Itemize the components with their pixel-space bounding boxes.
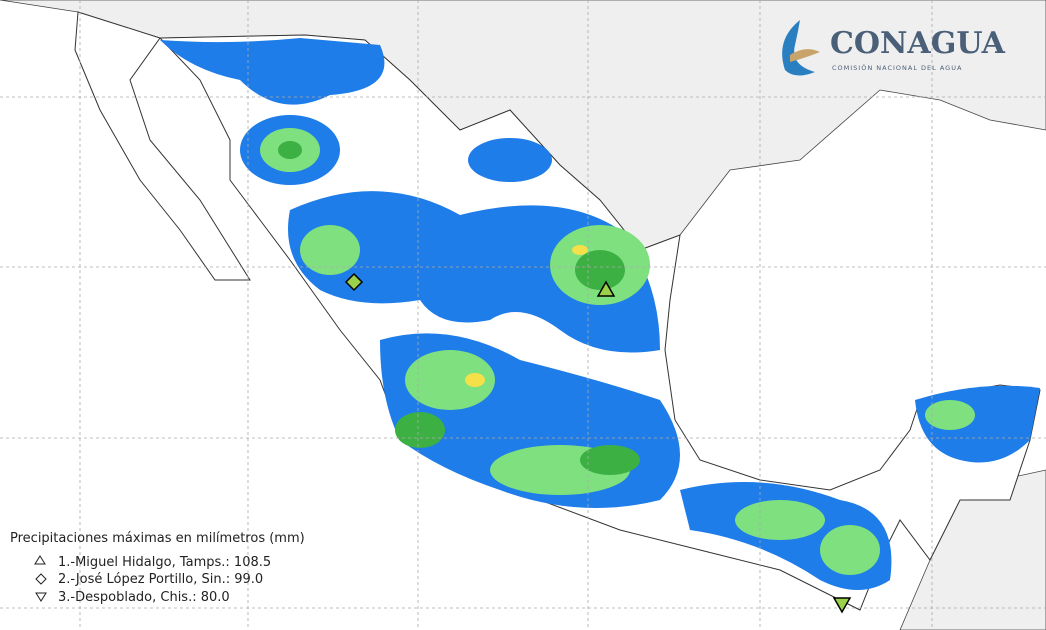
legend-symbol (34, 555, 46, 565)
logo-name: CONAGUA (830, 26, 1006, 61)
legend-symbol (35, 573, 47, 585)
legend-symbol (35, 592, 47, 602)
logo: CONAGUA COMISIÓN NACIONAL DEL AGUA (782, 20, 1006, 76)
station-marker (596, 280, 616, 297)
legend: Precipitaciones máximas en milímetros (m… (10, 531, 305, 605)
baja-california (74, 11, 251, 281)
precipitation (160, 38, 1040, 590)
legend-entry: 1.-Miguel Hidalgo, Tamps.: 108.5 (58, 555, 271, 570)
station-marker (832, 597, 852, 614)
legend-title: Precipitaciones máximas en milímetros (m… (10, 531, 305, 546)
station-marker (344, 272, 364, 292)
legend-entry: 3.-Despoblado, Chis.: 80.0 (58, 590, 230, 605)
logo-subtitle: COMISIÓN NACIONAL DEL AGUA (832, 63, 962, 72)
legend-entry: 2.-José López Portillo, Sin.: 99.0 (58, 572, 263, 587)
